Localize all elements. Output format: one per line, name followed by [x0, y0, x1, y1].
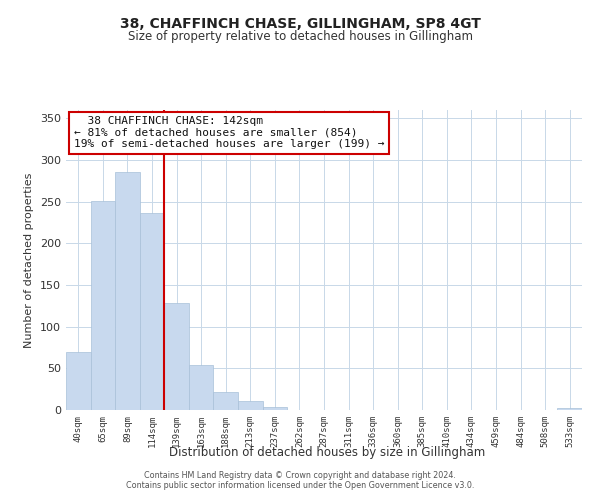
Text: Contains public sector information licensed under the Open Government Licence v3: Contains public sector information licen…	[126, 482, 474, 490]
Y-axis label: Number of detached properties: Number of detached properties	[25, 172, 34, 348]
Bar	[140, 212, 164, 410]
Bar	[66, 352, 91, 410]
Text: 38 CHAFFINCH CHASE: 142sqm  
← 81% of detached houses are smaller (854)
19% of s: 38 CHAFFINCH CHASE: 142sqm ← 81% of deta…	[74, 116, 384, 149]
Bar	[214, 392, 238, 410]
Bar	[557, 408, 582, 410]
Bar	[164, 304, 189, 410]
Bar	[189, 365, 214, 410]
Text: 38, CHAFFINCH CHASE, GILLINGHAM, SP8 4GT: 38, CHAFFINCH CHASE, GILLINGHAM, SP8 4GT	[119, 18, 481, 32]
Bar	[238, 401, 263, 410]
Text: Contains HM Land Registry data © Crown copyright and database right 2024.: Contains HM Land Registry data © Crown c…	[144, 472, 456, 480]
Bar	[263, 406, 287, 410]
Text: Size of property relative to detached houses in Gillingham: Size of property relative to detached ho…	[128, 30, 473, 43]
Text: Distribution of detached houses by size in Gillingham: Distribution of detached houses by size …	[169, 446, 485, 459]
Bar	[115, 172, 140, 410]
Bar	[91, 201, 115, 410]
